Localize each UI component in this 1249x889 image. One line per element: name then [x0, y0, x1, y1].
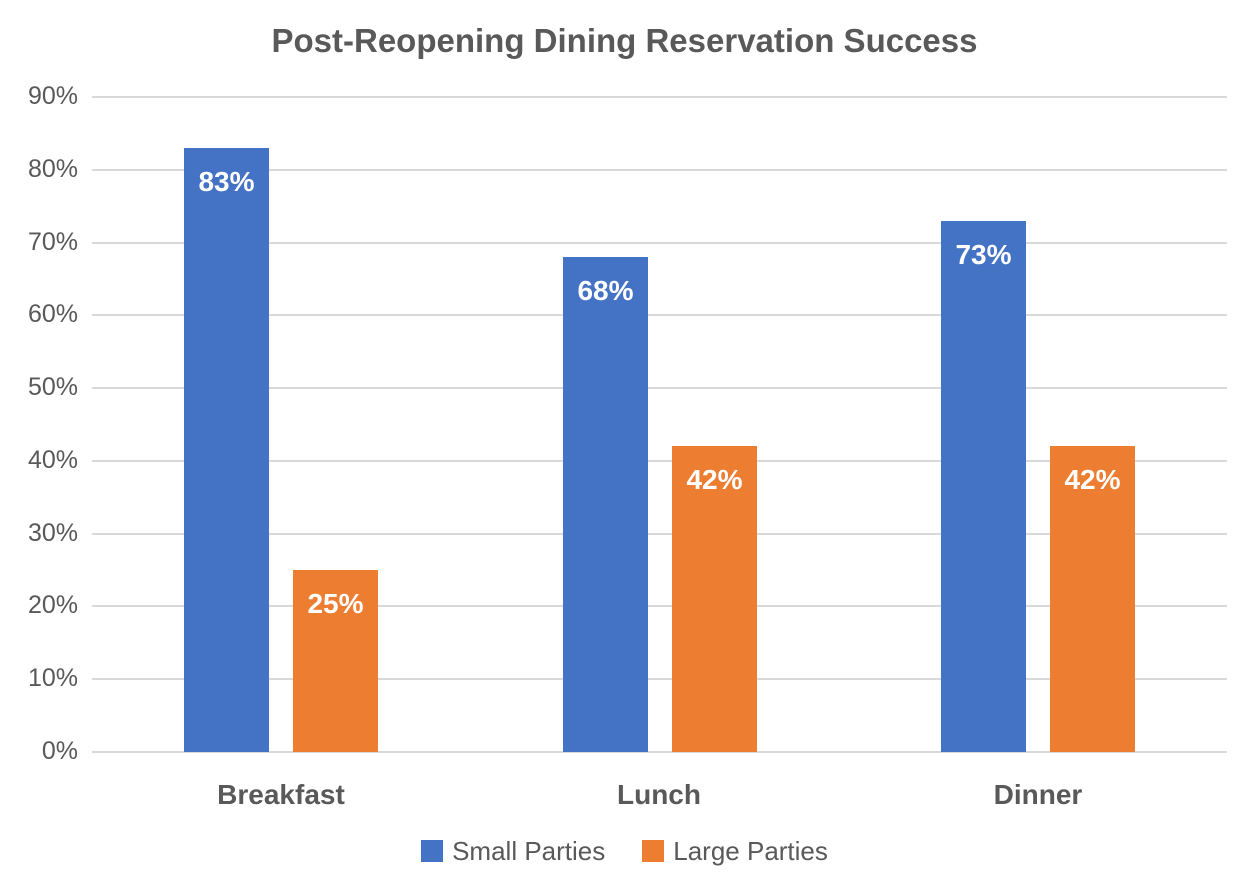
gridline-50	[92, 387, 1227, 390]
y-axis-tick-label-0: 0%	[41, 737, 78, 765]
bar-dinner-small-parties: 73%	[941, 221, 1026, 752]
legend-label: Large Parties	[673, 836, 828, 866]
legend-item-small-parties: Small Parties	[421, 838, 605, 864]
y-axis-tick-label-30: 30%	[27, 518, 78, 547]
gridline-90	[92, 96, 1227, 98]
gridline-10	[92, 678, 1227, 681]
gridline-20	[92, 605, 1227, 608]
legend-swatch-icon	[421, 840, 444, 862]
x-axis-category-label-dinner: Dinner	[993, 779, 1083, 810]
x-axis-category-label-breakfast: Breakfast	[217, 779, 345, 810]
legend: Small Parties Large Parties	[0, 838, 1249, 864]
bar-data-label: 25%	[307, 588, 364, 619]
legend-label: Small Parties	[452, 836, 606, 866]
gridline-40	[92, 459, 1227, 462]
gridline-30	[92, 532, 1227, 535]
gridline-70	[92, 241, 1227, 244]
gridline-60	[92, 314, 1227, 317]
y-axis-tick-label-40: 40%	[27, 445, 78, 474]
y-axis-tick-label-50: 50%	[27, 373, 78, 402]
bar-data-label: 83%	[198, 166, 255, 197]
y-axis-tick-label-70: 70%	[27, 227, 78, 256]
y-axis-tick-label-80: 80%	[27, 154, 78, 183]
x-axis-category-label-lunch: Lunch	[617, 779, 701, 810]
gridline-0	[92, 751, 1227, 753]
legend-swatch-icon	[642, 840, 665, 862]
y-axis-tick-label-10: 10%	[27, 664, 78, 693]
bar-breakfast-large-parties: 25%	[293, 570, 378, 752]
chart-title: Post-Reopening Dining Reservation Succes…	[271, 22, 978, 59]
bar-dinner-large-parties: 42%	[1050, 446, 1135, 752]
bar-data-label: 68%	[577, 275, 634, 306]
bar-data-label: 42%	[1064, 464, 1121, 495]
legend-item-large-parties: Large Parties	[642, 838, 828, 864]
bar-breakfast-small-parties: 83%	[184, 148, 269, 752]
y-axis-tick-label-60: 60%	[27, 300, 78, 329]
bar-data-label: 42%	[686, 464, 743, 495]
bar-lunch-small-parties: 68%	[563, 257, 648, 752]
gridline-80	[92, 168, 1227, 171]
y-axis-tick-label-90: 90%	[27, 82, 78, 110]
bar-data-label: 73%	[955, 239, 1012, 270]
y-axis-tick-label-20: 20%	[27, 591, 78, 620]
bar-lunch-large-parties: 42%	[672, 446, 757, 752]
